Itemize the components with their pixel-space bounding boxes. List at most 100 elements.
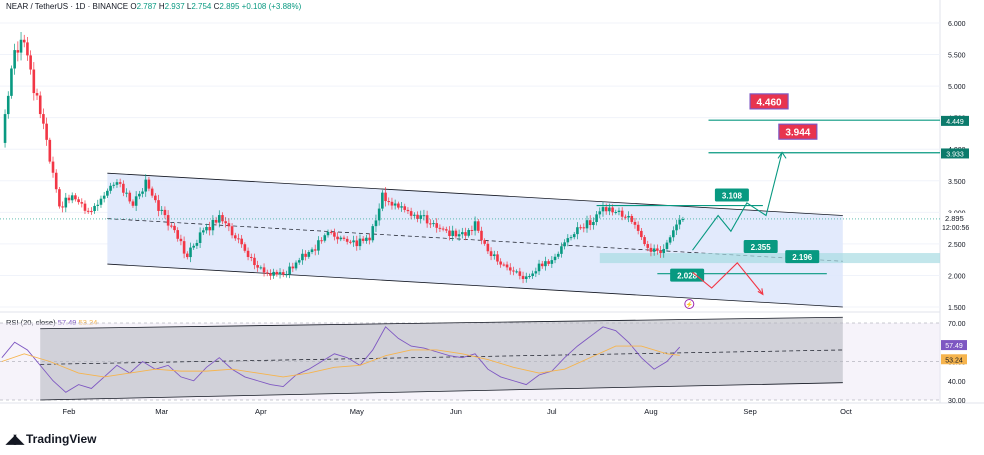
candle-body [304,253,307,257]
level-badge [743,240,778,254]
candle-body [342,237,346,239]
rsi-value: 57.49 [57,318,77,327]
candle-body [307,252,311,257]
axis-badge-label: 3.933 [946,151,964,158]
candle-body [208,227,211,231]
candle-body [301,253,304,261]
tradingview-mark-icon: ◢◣ [6,431,24,446]
candle-body [403,206,407,210]
level-badge [670,268,705,282]
candle-body [45,123,48,140]
candle-body [86,210,90,212]
candle-body [147,179,151,189]
candle-body [572,234,576,238]
candle-body [393,203,397,206]
candle-body [99,198,103,205]
candle-body [592,222,595,226]
candle-body [323,235,327,241]
candle-body [413,214,416,216]
candle-body [643,237,646,245]
candle-body [553,256,557,261]
candle-body [429,223,432,225]
symbol-label[interactable]: NEAR / TetherUS · 1D · BINANCE [6,2,129,11]
level-label: 3.108 [722,192,743,201]
candle-body [540,263,544,267]
candle-body [262,267,266,273]
candle-body [32,69,36,94]
candle-body [134,196,138,206]
rsi-channel-upper [40,316,843,330]
candle-body [441,228,445,230]
candle-body [240,238,243,245]
rsi-name: RSI (20, close) [6,318,56,327]
candle-body [182,241,186,254]
candle-body [652,248,656,252]
candle-body [531,273,534,277]
candle-body [10,68,13,96]
candle-body [624,216,627,218]
target-label: 3.944 [785,128,810,139]
axis-badge [941,115,969,126]
candle-body [58,189,61,207]
candle-body [470,230,474,232]
candle-body [582,227,586,229]
candle-body [320,240,323,242]
candle-body [144,179,148,192]
y-tick-label: 2.000 [948,273,966,280]
level-label: 2.355 [751,243,772,252]
candle-body [51,161,55,173]
level-badge [785,250,820,264]
candle-body [454,230,458,237]
candle-body [272,271,275,276]
candle-body [22,39,26,43]
candle-body [556,253,560,257]
candle-body [211,219,215,231]
level-label: 2.196 [792,253,813,262]
channel-lower-line [107,263,843,308]
candle-body [109,185,112,191]
candle-body [358,238,362,247]
candle-body [163,209,167,216]
rsi-channel-mid [40,349,843,365]
candle-body [656,248,659,251]
candle-body [6,95,10,115]
candle-body [125,192,128,194]
axis-badge-label: 4.449 [946,119,964,126]
candle-body [640,230,643,238]
y-tick-label: 3.500 [948,179,966,186]
high-label: H [158,2,165,11]
candle-body [438,227,442,229]
candle-body [668,237,672,243]
last-price-label: 2.895 [945,214,964,223]
candle-body [74,195,77,200]
candle-body [659,250,662,254]
candle-body [339,237,343,240]
candle-body [406,209,410,212]
candle-body [259,267,263,269]
y-tick-label: 5.000 [948,84,966,91]
candle-body [38,95,42,115]
candle-body [35,93,39,96]
event-bolt-glyph: ⚡ [686,301,693,309]
candle-body [285,274,288,276]
candle-body [349,241,352,243]
candle-body [483,240,486,244]
candle-body [416,214,419,219]
candle-body [445,229,448,231]
candle-body [233,235,237,239]
candle-body [560,246,563,254]
candle-body [604,207,608,212]
candle-body [422,215,426,217]
x-tick-label: Aug [644,407,657,416]
candle-body [224,221,227,224]
candle-body [515,271,518,273]
candle-body [176,230,180,239]
candle-body [496,254,499,262]
candle-body [620,210,624,217]
candle-body [93,205,96,212]
tradingview-logo[interactable]: ◢◣ TradingView [6,431,96,447]
rsi-header[interactable]: RSI (20, close) 57.49 53.24 [6,318,97,327]
candle-body [237,238,240,240]
candle-body [537,263,541,272]
